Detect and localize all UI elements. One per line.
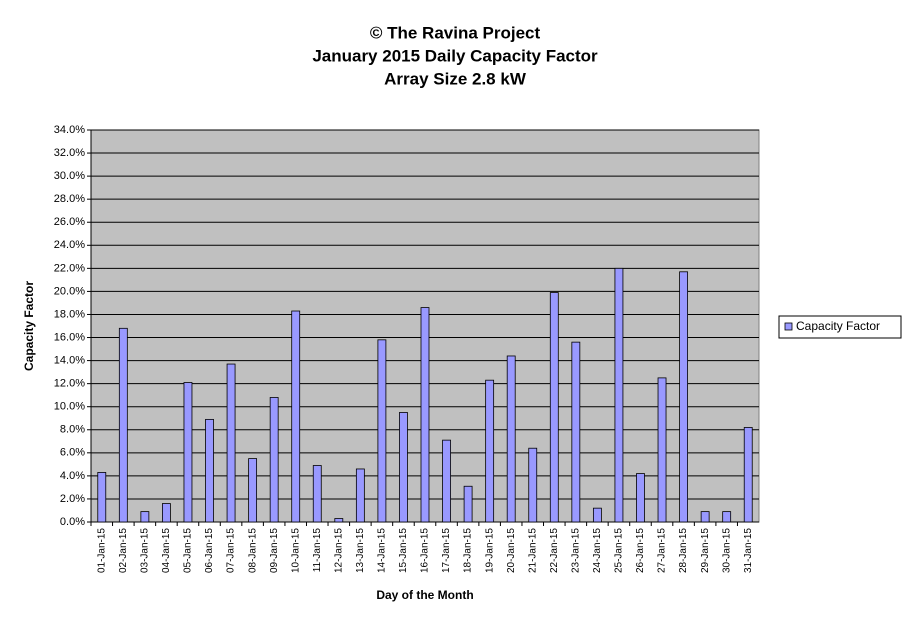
bar xyxy=(355,468,365,523)
x-tick-label: 20-Jan-15 xyxy=(506,528,517,573)
x-tick-label: 09-Jan-15 xyxy=(269,528,280,573)
y-tick-label: 30.0% xyxy=(54,170,85,182)
bar xyxy=(571,341,581,523)
x-tick-label: 04-Jan-15 xyxy=(161,528,172,573)
y-tick-label: 12.0% xyxy=(54,378,85,390)
bar xyxy=(312,465,322,523)
bar xyxy=(614,267,624,523)
bar xyxy=(549,292,559,523)
bar xyxy=(700,511,710,523)
bar xyxy=(248,458,258,523)
x-tick-label: 10-Jan-15 xyxy=(290,528,301,573)
x-tick-label: 29-Jan-15 xyxy=(700,528,711,573)
x-tick-label: 28-Jan-15 xyxy=(678,528,689,573)
bar xyxy=(463,485,473,523)
y-tick-label: 26.0% xyxy=(54,216,85,228)
y-tick-label: 2.0% xyxy=(60,493,85,505)
bar xyxy=(528,447,538,523)
bar xyxy=(420,307,430,523)
bar xyxy=(399,412,408,523)
y-tick-label: 0.0% xyxy=(60,516,85,528)
legend-swatch xyxy=(784,322,793,331)
x-tick-label: 22-Jan-15 xyxy=(549,528,560,573)
x-tick-label: 07-Jan-15 xyxy=(226,528,237,573)
x-tick-label: 14-Jan-15 xyxy=(377,528,388,573)
x-tick-label: 25-Jan-15 xyxy=(614,528,625,573)
x-tick-label: 19-Jan-15 xyxy=(484,528,495,573)
legend-label: Capacity Factor xyxy=(796,319,880,333)
x-tick-label: 11-Jan-15 xyxy=(312,528,323,573)
y-tick-label: 8.0% xyxy=(60,424,85,436)
y-tick-label: 18.0% xyxy=(54,308,85,320)
bar xyxy=(334,518,344,523)
bar xyxy=(183,382,193,523)
bar xyxy=(377,339,387,523)
x-tick-label: 24-Jan-15 xyxy=(592,528,603,573)
bar xyxy=(485,379,495,523)
y-tick-label: 16.0% xyxy=(54,331,85,343)
chart-title: January 2015 Daily Capacity Factor xyxy=(312,46,598,65)
x-tick-label: 23-Jan-15 xyxy=(570,528,581,573)
bar xyxy=(722,511,732,523)
x-tick-label: 12-Jan-15 xyxy=(333,528,344,573)
x-tick-label: 13-Jan-15 xyxy=(355,528,366,573)
x-tick-label: 05-Jan-15 xyxy=(183,528,194,573)
y-tick-label: 4.0% xyxy=(60,470,85,482)
x-tick-label: 01-Jan-15 xyxy=(96,528,107,573)
x-tick-label: 27-Jan-15 xyxy=(657,528,668,573)
chart-title: © The Ravina Project xyxy=(370,23,541,42)
y-tick-label: 10.0% xyxy=(54,401,85,413)
x-tick-label: 08-Jan-15 xyxy=(247,528,258,573)
y-tick-label: 6.0% xyxy=(60,447,85,459)
bar xyxy=(442,439,451,523)
bar xyxy=(592,507,602,523)
legend-box xyxy=(778,315,902,339)
bar xyxy=(140,511,150,523)
bar xyxy=(162,503,171,523)
x-tick-label: 03-Jan-15 xyxy=(140,528,151,573)
bar xyxy=(743,427,753,523)
x-tick-label: 26-Jan-15 xyxy=(635,528,646,573)
y-tick-label: 20.0% xyxy=(54,285,85,297)
y-tick-label: 28.0% xyxy=(54,193,85,205)
y-tick-label: 32.0% xyxy=(54,147,85,159)
x-tick-label: 16-Jan-15 xyxy=(420,528,431,573)
x-tick-label: 17-Jan-15 xyxy=(441,528,452,573)
bar xyxy=(291,310,301,523)
y-tick-label: 24.0% xyxy=(54,239,85,251)
bar xyxy=(679,271,688,523)
chart-title: Array Size 2.8 kW xyxy=(384,69,527,88)
bar xyxy=(226,363,236,523)
y-tick-label: 34.0% xyxy=(54,124,85,136)
x-tick-label: 21-Jan-15 xyxy=(527,528,538,573)
bar xyxy=(118,327,128,523)
x-tick-label: 30-Jan-15 xyxy=(721,528,732,573)
y-tick-label: 14.0% xyxy=(54,354,85,366)
y-axis-title: Capacity Factor xyxy=(22,281,36,371)
x-tick-label: 02-Jan-15 xyxy=(118,528,129,573)
x-tick-label: 06-Jan-15 xyxy=(204,528,215,573)
x-tick-label: 31-Jan-15 xyxy=(743,528,754,573)
y-tick-label: 22.0% xyxy=(54,262,85,274)
bar xyxy=(657,377,667,523)
bar xyxy=(506,355,516,523)
x-axis-title: Day of the Month xyxy=(376,588,473,602)
bar xyxy=(636,473,645,523)
bar xyxy=(205,418,214,523)
bar xyxy=(97,472,107,523)
bar xyxy=(269,397,279,523)
x-tick-label: 15-Jan-15 xyxy=(398,528,409,573)
x-tick-label: 18-Jan-15 xyxy=(463,528,474,573)
